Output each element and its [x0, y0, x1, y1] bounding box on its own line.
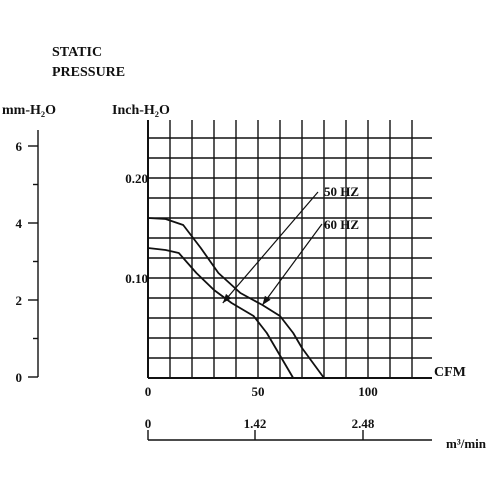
curve-annotations: 50 HZ 60 HZ	[222, 184, 359, 306]
annotation-arrowhead	[262, 295, 271, 305]
x-unit-label: CFM	[434, 365, 466, 380]
bottom-tick-label: 1.42	[244, 416, 267, 431]
x-tick-label: 100	[358, 384, 378, 399]
y-tick-label: 0.10	[125, 271, 148, 286]
annotation-label: 60 HZ	[324, 217, 359, 232]
series-line-50hz	[147, 247, 294, 379]
bottom-unit-label: m³/min	[446, 436, 487, 451]
annotation-arrowhead	[222, 293, 232, 303]
chart-title-line-2: PRESSURE	[52, 65, 125, 80]
chart-title-line-1: STATIC	[52, 45, 102, 60]
y-tick-label: 0.20	[125, 171, 148, 186]
tick-labels: 0 50 100 0.10 0.20 0 2 4 6 0 1.42 2.48	[16, 139, 378, 431]
bottom-m3-axis	[147, 430, 432, 441]
left-tick-label: 0	[16, 370, 23, 385]
performance-curves	[147, 217, 325, 379]
left-tick-label: 4	[16, 216, 23, 231]
x-tick-label: 0	[145, 384, 152, 399]
bottom-tick-label: 2.48	[352, 416, 375, 431]
x-tick-label: 50	[252, 384, 265, 399]
annotation-arrow-line	[261, 223, 323, 306]
annotation-arrow-line	[222, 191, 319, 304]
series-line-60hz	[147, 217, 325, 379]
plot-grid	[147, 120, 432, 379]
left-tick-label: 2	[16, 293, 23, 308]
annotation-label: 50 HZ	[324, 184, 359, 199]
y-unit-label: Inch-H₂O	[112, 103, 170, 118]
left-unit-label: mm-H₂O	[2, 103, 56, 118]
left-mm-axis	[28, 130, 39, 378]
bottom-tick-label: 0	[145, 416, 152, 431]
left-tick-label: 6	[16, 139, 23, 154]
